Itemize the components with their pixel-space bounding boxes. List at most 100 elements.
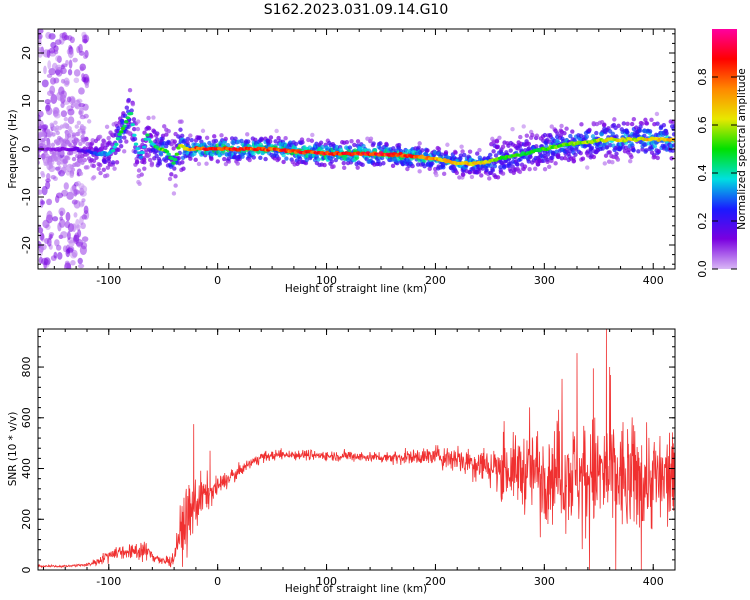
spectrogram-noise-mark — [38, 189, 43, 195]
spectrogram-halo-mark — [490, 168, 495, 173]
spectrogram-halo-mark — [98, 162, 103, 168]
spectrogram-halo-mark — [608, 143, 613, 148]
spectrogram-halo-mark — [276, 156, 281, 161]
spectrogram-halo-mark — [573, 152, 578, 157]
spectrogram-halo-mark — [600, 146, 605, 151]
spectrogram-halo-mark — [68, 129, 73, 134]
spectrogram-noise-mark — [48, 232, 55, 237]
spectrogram-noise-mark — [72, 57, 78, 63]
spectrogram-noise-mark — [79, 245, 87, 256]
spectrogram-noise-mark — [54, 39, 62, 45]
spectrogram-noise-mark — [60, 78, 66, 84]
spectrogram-noise-mark — [78, 106, 84, 117]
spectrogram-noise-mark — [45, 178, 51, 183]
spectrogram-halo-mark — [612, 117, 617, 122]
spectrogram-halo-mark — [518, 134, 523, 140]
spectrogram-halo-mark — [251, 155, 256, 160]
spectrogram-halo-mark — [491, 149, 496, 154]
spectrogram-halo-mark — [263, 156, 268, 162]
spectrogram-halo-mark — [475, 151, 480, 156]
spectrogram-halo-mark — [74, 162, 79, 167]
spectrogram-halo-mark — [164, 132, 169, 137]
colorbar-tick-label: 0.4 — [696, 164, 709, 182]
spectrogram-halo-mark — [135, 126, 141, 132]
spectrogram-noise-mark — [73, 102, 80, 109]
spectrogram-noise-mark — [73, 212, 78, 218]
spectrogram-halo-mark — [355, 139, 361, 144]
spectrogram-halo-mark — [158, 150, 163, 156]
spectrogram-halo-mark — [461, 172, 466, 177]
spectrogram-halo-mark — [136, 168, 142, 173]
spectrogram-halo-mark — [233, 136, 238, 141]
spectrogram-halo-mark — [420, 148, 425, 153]
spectrogram-halo-mark — [222, 156, 227, 162]
spectrogram-halo-mark — [603, 153, 609, 158]
spectrogram-halo-mark — [110, 160, 116, 165]
spectrogram-noise-mark — [57, 222, 62, 232]
spectrogram-halo-mark — [545, 157, 550, 162]
spectrogram-halo-mark — [219, 133, 224, 138]
spectrogram-noise-mark — [59, 216, 63, 221]
spectrogram-halo-mark — [320, 144, 325, 150]
spectrogram-halo-mark — [484, 167, 489, 173]
spectrogram-halo-mark — [94, 155, 99, 160]
spectrogram-halo-mark — [178, 127, 183, 132]
spectrogram-halo-mark — [500, 171, 506, 176]
spectrogram-halo-mark — [157, 161, 163, 166]
snr-line — [38, 329, 675, 570]
spectrogram-noise-mark — [38, 249, 43, 257]
spectrogram-halo-mark — [390, 163, 396, 169]
spectrogram-halo-mark — [78, 171, 84, 176]
spectrogram-halo-mark — [130, 101, 136, 107]
spectrogram-ridge-mark — [176, 146, 181, 150]
spectrogram-halo-mark — [451, 165, 457, 170]
spectrogram-halo-mark — [213, 138, 219, 144]
spectrogram-y-ticks: -20 -10 0 10 20 — [20, 33, 675, 265]
spectrogram-halo-mark — [495, 175, 501, 180]
spectrogram-halo-mark — [63, 122, 68, 127]
spectrogram-halo-mark — [60, 151, 65, 156]
spectrogram-noise-mark — [80, 222, 86, 230]
spectrogram-halo-mark — [215, 159, 220, 164]
spectrogram-halo-mark — [131, 126, 137, 132]
spectrogram-halo-mark — [625, 121, 630, 127]
spectrogram-halo-mark — [50, 142, 56, 148]
spectrogram-halo-mark — [41, 154, 46, 160]
spectrogram-halo-mark — [562, 131, 567, 136]
spectrogram-halo-mark — [636, 149, 641, 154]
spectrogram-noise-mark — [44, 237, 50, 245]
spectrogram-halo-mark — [188, 156, 193, 161]
spectrogram-noise-mark — [46, 172, 51, 180]
spectrogram-noise-mark — [38, 114, 41, 122]
spectrogram-halo-mark — [404, 148, 410, 154]
spectrogram-halo-mark — [492, 163, 498, 169]
spectrogram-noise-mark — [66, 263, 72, 269]
spectrogram-noise-mark — [41, 257, 49, 266]
spectrogram-halo-mark — [56, 157, 62, 162]
spectrogram-halo-mark — [477, 147, 482, 153]
spectrogram-ridge-mark — [115, 137, 121, 141]
spectrogram-halo-mark — [293, 141, 299, 147]
spectrogram-halo-mark — [494, 145, 500, 150]
spectrogram-halo-mark — [570, 129, 575, 134]
spectrogram-halo-mark — [120, 120, 126, 125]
spectrogram-halo-mark — [568, 133, 573, 139]
spectrogram-halo-mark — [458, 153, 464, 158]
snr-frame — [37, 328, 676, 571]
spectrogram-halo-mark — [637, 128, 643, 133]
spectrogram-halo-mark — [562, 155, 568, 161]
spectrogram-halo-mark — [559, 123, 564, 129]
spectrogram-halo-mark — [624, 129, 630, 135]
spectrogram-ridge-mark — [398, 151, 403, 156]
spectrogram-halo-mark — [173, 183, 178, 188]
spectrogram-halo-mark — [78, 141, 83, 147]
spectrogram-halo-mark — [670, 148, 675, 153]
spectrogram-halo-mark — [671, 143, 675, 148]
y-tick-label: 600 — [20, 407, 33, 428]
spectrogram-halo-mark — [589, 145, 595, 151]
spectrogram-halo-mark — [322, 162, 327, 168]
spectrogram-noise-mark — [40, 200, 46, 205]
spectrogram-halo-mark — [415, 162, 421, 167]
spectrogram-halo-mark — [494, 138, 500, 143]
spectrogram-noise-mark — [39, 232, 45, 241]
